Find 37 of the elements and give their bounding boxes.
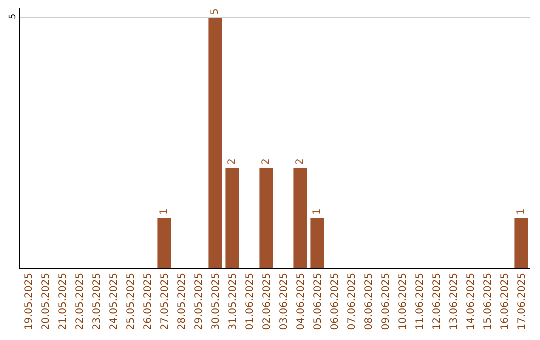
x-tick-label: 02.06.2025 bbox=[262, 273, 273, 330]
x-tick-label: 22.05.2025 bbox=[74, 273, 86, 330]
x-tick-label: 05.06.2025 bbox=[312, 273, 324, 330]
x-tick-label: 14.06.2025 bbox=[466, 273, 477, 330]
data-label: 1 bbox=[516, 208, 527, 215]
x-tick-label: 23.05.2025 bbox=[92, 273, 103, 330]
data-label: 2 bbox=[261, 158, 272, 165]
x-tick-label: 17.06.2025 bbox=[516, 273, 528, 330]
x-tick-label: 06.06.2025 bbox=[330, 273, 341, 330]
x-tick-label: 04.06.2025 bbox=[296, 273, 307, 330]
x-tick-label: 03.06.2025 bbox=[278, 273, 290, 330]
x-tick-label: 16.06.2025 bbox=[500, 273, 511, 330]
x-tick-label: 28.05.2025 bbox=[176, 273, 188, 330]
data-label: 2 bbox=[295, 158, 306, 165]
data-label: 1 bbox=[159, 208, 170, 215]
x-tick-label: 31.05.2025 bbox=[228, 273, 239, 330]
x-tick-label: 24.05.2025 bbox=[108, 273, 120, 330]
x-tick-label: 20.05.2025 bbox=[40, 273, 52, 330]
x-tick-label: 09.06.2025 bbox=[380, 273, 392, 330]
x-tick-label: 07.06.2025 bbox=[346, 273, 358, 330]
x-tick-label: 10.06.2025 bbox=[398, 273, 409, 330]
data-label: 5 bbox=[210, 8, 221, 15]
x-tick-label: 21.05.2025 bbox=[58, 273, 69, 330]
x-tick-label: 30.05.2025 bbox=[210, 273, 222, 330]
x-tick-label: 12.06.2025 bbox=[432, 273, 443, 330]
data-label: 2 bbox=[227, 158, 238, 165]
x-tick-label: 15.06.2025 bbox=[482, 273, 494, 330]
x-tick-label: 19.05.2025 bbox=[24, 273, 35, 330]
x-tick-label: 08.06.2025 bbox=[364, 273, 375, 330]
x-tick-label: 01.06.2025 bbox=[244, 273, 256, 330]
x-tick-label: 26.05.2025 bbox=[142, 273, 154, 330]
x-tick-label: 27.05.2025 bbox=[160, 273, 171, 330]
x-tick-label: 29.05.2025 bbox=[194, 273, 205, 330]
x-tick-label: 13.06.2025 bbox=[448, 273, 460, 330]
data-label: 1 bbox=[312, 208, 323, 215]
x-tick-label: 25.05.2025 bbox=[126, 273, 137, 330]
x-tick-label: 11.06.2025 bbox=[414, 273, 426, 330]
